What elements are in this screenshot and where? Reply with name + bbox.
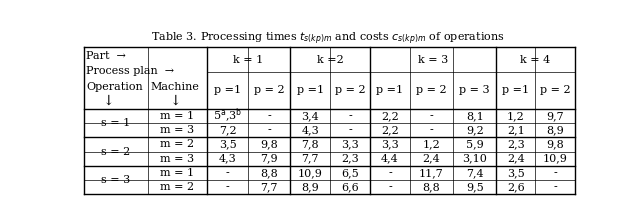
Text: -: - xyxy=(226,168,229,178)
Text: ↓: ↓ xyxy=(102,94,114,108)
Text: p =1: p =1 xyxy=(502,85,529,95)
Text: 1,2: 1,2 xyxy=(422,139,440,149)
Text: 3,5: 3,5 xyxy=(507,168,525,178)
Text: 3,3: 3,3 xyxy=(381,139,399,149)
Text: -: - xyxy=(268,125,271,135)
Text: s = 1: s = 1 xyxy=(101,118,131,128)
Text: Part  →: Part → xyxy=(86,51,126,61)
Text: -: - xyxy=(429,125,433,135)
Text: -: - xyxy=(349,125,352,135)
Text: k = 3: k = 3 xyxy=(419,55,449,65)
Text: 8,9: 8,9 xyxy=(546,125,564,135)
Text: -: - xyxy=(553,168,557,178)
Text: p =1: p =1 xyxy=(214,85,241,95)
Text: 9,7: 9,7 xyxy=(546,111,564,121)
Text: 7,7: 7,7 xyxy=(301,154,319,164)
Text: m = 3: m = 3 xyxy=(160,154,195,164)
Text: m = 2: m = 2 xyxy=(160,182,195,192)
Text: 8,9: 8,9 xyxy=(301,182,319,192)
Text: 8,1: 8,1 xyxy=(466,111,484,121)
Text: m = 2: m = 2 xyxy=(160,139,195,149)
Text: 3,5: 3,5 xyxy=(219,139,236,149)
Text: 7,4: 7,4 xyxy=(466,168,484,178)
Text: p = 3: p = 3 xyxy=(460,85,490,95)
Text: s = 2: s = 2 xyxy=(101,147,131,157)
Text: p =1: p =1 xyxy=(297,85,324,95)
Text: 9,5: 9,5 xyxy=(466,182,484,192)
Text: -: - xyxy=(429,111,433,121)
Text: Process plan  →: Process plan → xyxy=(86,66,174,76)
Text: 9,8: 9,8 xyxy=(546,139,564,149)
Text: 9,2: 9,2 xyxy=(466,125,484,135)
Text: 8,8: 8,8 xyxy=(260,168,278,178)
Text: 2,2: 2,2 xyxy=(381,125,399,135)
Text: 10,9: 10,9 xyxy=(298,168,323,178)
Text: 2,1: 2,1 xyxy=(507,125,525,135)
Text: -: - xyxy=(226,182,229,192)
Text: p = 2: p = 2 xyxy=(335,85,365,95)
Text: p = 2: p = 2 xyxy=(416,85,447,95)
Text: m = 1: m = 1 xyxy=(160,168,195,178)
Text: p =1: p =1 xyxy=(376,85,404,95)
Text: 10,9: 10,9 xyxy=(543,154,568,164)
Text: 8,8: 8,8 xyxy=(422,182,440,192)
Text: 1,2: 1,2 xyxy=(507,111,525,121)
Text: 7,9: 7,9 xyxy=(260,154,278,164)
Text: -: - xyxy=(388,182,392,192)
Text: 3,4: 3,4 xyxy=(301,111,319,121)
Text: Operation: Operation xyxy=(86,82,143,92)
Text: -: - xyxy=(388,168,392,178)
Text: k =2: k =2 xyxy=(317,55,344,65)
Text: 7,7: 7,7 xyxy=(260,182,278,192)
Text: -: - xyxy=(268,111,271,121)
Text: 2,3: 2,3 xyxy=(507,139,525,149)
Text: p = 2: p = 2 xyxy=(540,85,570,95)
Text: 11,7: 11,7 xyxy=(419,168,444,178)
Text: 4,3: 4,3 xyxy=(219,154,236,164)
Text: 7,2: 7,2 xyxy=(219,125,236,135)
Text: p = 2: p = 2 xyxy=(254,85,285,95)
Text: 4,3: 4,3 xyxy=(301,125,319,135)
Text: 3,10: 3,10 xyxy=(462,154,487,164)
Text: -: - xyxy=(349,111,352,121)
Text: 2,4: 2,4 xyxy=(422,154,440,164)
Text: k = 1: k = 1 xyxy=(234,55,264,65)
Text: 7,8: 7,8 xyxy=(301,139,319,149)
Text: 2,4: 2,4 xyxy=(507,154,525,164)
Text: 2,3: 2,3 xyxy=(342,154,359,164)
Text: 2,2: 2,2 xyxy=(381,111,399,121)
Text: Machine: Machine xyxy=(150,82,199,92)
Text: 4,4: 4,4 xyxy=(381,154,399,164)
Text: Table 3. Processing times $t_{s(kp)m}$ and costs $c_{s(kp)m}$ of operations: Table 3. Processing times $t_{s(kp)m}$ a… xyxy=(151,31,505,47)
Text: m = 3: m = 3 xyxy=(160,125,195,135)
Text: s = 3: s = 3 xyxy=(101,175,131,185)
Text: 5,9: 5,9 xyxy=(466,139,484,149)
Text: k = 4: k = 4 xyxy=(520,55,550,65)
Text: 3,3: 3,3 xyxy=(342,139,359,149)
Text: 5$^{\rm a}$,3$^{\rm b}$: 5$^{\rm a}$,3$^{\rm b}$ xyxy=(212,107,243,125)
Text: -: - xyxy=(553,182,557,192)
Text: m = 1: m = 1 xyxy=(160,111,195,121)
Text: 6,5: 6,5 xyxy=(342,168,359,178)
Text: 9,8: 9,8 xyxy=(260,139,278,149)
Text: 2,6: 2,6 xyxy=(507,182,525,192)
Text: ↓: ↓ xyxy=(168,94,180,108)
Text: 6,6: 6,6 xyxy=(342,182,359,192)
